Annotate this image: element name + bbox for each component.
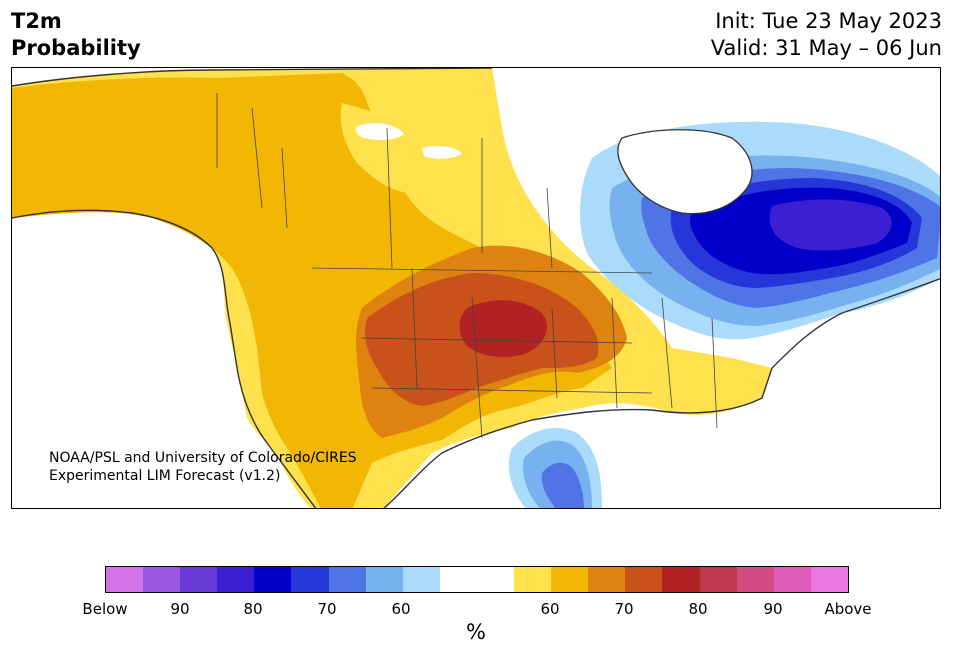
political-boundaries [216, 93, 718, 439]
colorbar-segment [810, 567, 848, 592]
colorbar-segment [514, 567, 552, 592]
colorbar-tick-label: 80 [243, 600, 263, 618]
colorbar-tick-label: Above [824, 600, 872, 618]
colorbar-tick-label: 90 [763, 600, 783, 618]
colorbar-unit: % [466, 620, 486, 644]
colorbar-segment [476, 567, 515, 592]
title-product: Probability [11, 36, 141, 60]
colorbar-segment [551, 567, 589, 592]
title-variable: T2m [11, 9, 62, 33]
colorbar-segment [662, 567, 700, 592]
credit-line-2: Experimental LIM Forecast (v1.2) [49, 468, 281, 484]
arctic-ice-patch [355, 123, 404, 141]
colorbar-segment [106, 567, 144, 592]
colorbar-segment [736, 567, 774, 592]
colorbar-segment [699, 567, 737, 592]
colorbar-tick-label: Below [82, 600, 128, 618]
map-credit: NOAA/PSL and University of Colorado/CIRE… [49, 449, 357, 485]
colorbar-segment [588, 567, 626, 592]
map-title: T2m Probability [11, 8, 141, 62]
below-80-gulf-region [541, 462, 584, 508]
colorbar-tick-label: 70 [317, 600, 337, 618]
colorbar-segment [143, 567, 181, 592]
colorbar-tick-label: 90 [170, 600, 190, 618]
init-date: Init: Tue 23 May 2023 [715, 9, 942, 33]
colorbar-segment [402, 567, 440, 592]
colorbar-segment [254, 567, 292, 592]
above-85-region [459, 300, 547, 358]
colorbar-tick-label: 60 [540, 600, 560, 618]
probability-map [11, 67, 941, 509]
colorbar [105, 566, 849, 593]
colorbar-segment [217, 567, 255, 592]
colorbar-segment [439, 567, 477, 592]
credit-line-1: NOAA/PSL and University of Colorado/CIRE… [49, 450, 357, 466]
colorbar-segment [773, 567, 811, 592]
map-canvas [12, 68, 940, 508]
coastline [12, 68, 940, 508]
below-95-region [769, 199, 892, 251]
colorbar-segment [180, 567, 218, 592]
valid-period: Valid: 31 May – 06 Jun [710, 36, 942, 60]
forecast-dates: Init: Tue 23 May 2023 Valid: 31 May – 06… [711, 8, 942, 62]
colorbar-segment [365, 567, 403, 592]
colorbar-segment [625, 567, 663, 592]
colorbar-tick-label: 60 [391, 600, 411, 618]
colorbar-segment [328, 567, 366, 592]
colorbar-segment [291, 567, 329, 592]
colorbar-tick-label: 70 [614, 600, 634, 618]
arctic-ice-patch-2 [422, 146, 462, 159]
hudson-bay [617, 129, 753, 215]
colorbar-tick-label: 80 [688, 600, 708, 618]
